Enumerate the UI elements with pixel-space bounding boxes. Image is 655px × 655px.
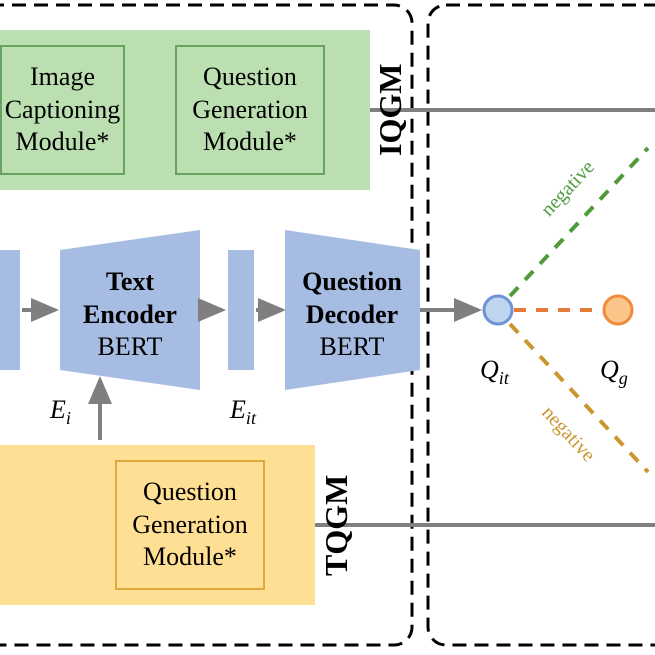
question-decoder-label: QuestionDecoderBERT (272, 255, 432, 375)
label-eit: Eit (230, 395, 256, 429)
image-captioning-module: ImageCaptioningModule* (0, 45, 125, 175)
text-encoder-label: TextEncoderBERT (50, 255, 210, 375)
label-ei: Ei (50, 395, 71, 429)
tqgm-title: TQGM (318, 465, 355, 585)
question-generation-module-iqgm: QuestionGenerationModule* (175, 45, 325, 175)
iqgm-title: IQGM (372, 55, 409, 165)
label-qit: Qit (480, 355, 509, 389)
label-qg: Qg (600, 355, 628, 389)
question-generation-module-tqgm: QuestionGenerationModule* (115, 460, 265, 590)
